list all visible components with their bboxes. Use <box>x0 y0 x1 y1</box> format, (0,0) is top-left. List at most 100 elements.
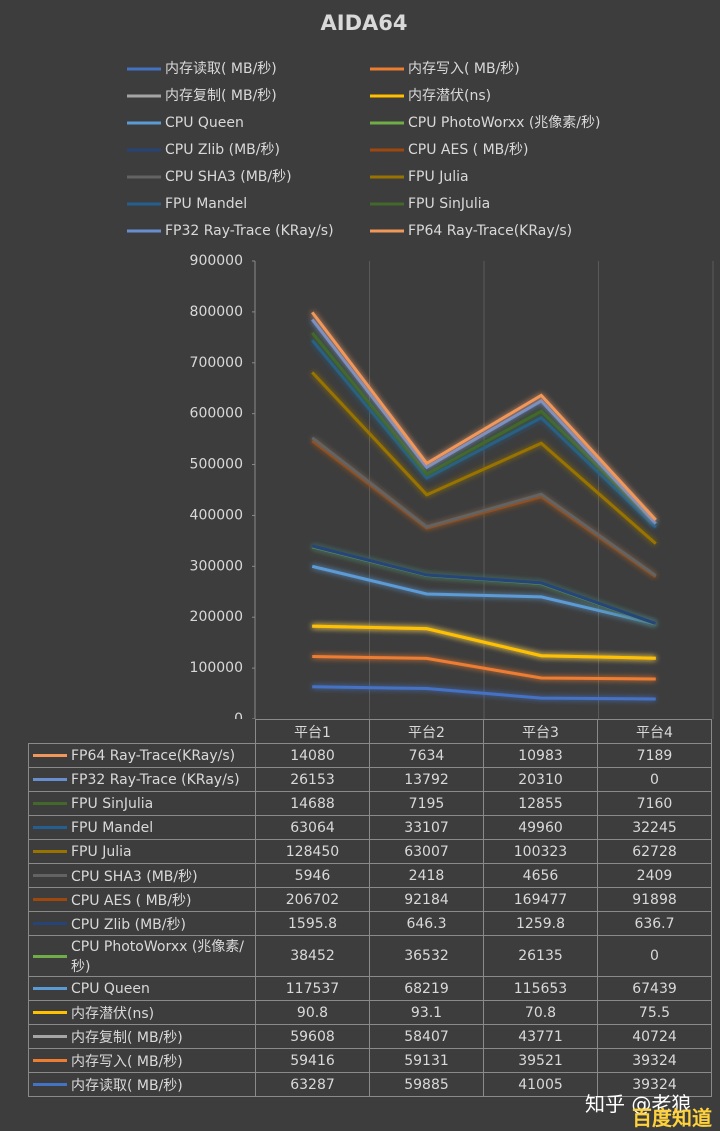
table-value: 0 <box>597 767 712 792</box>
table-value: 117537 <box>255 976 370 1001</box>
table-value: 169477 <box>483 887 598 912</box>
table-value: 39521 <box>483 1048 598 1073</box>
table-value: 128450 <box>255 839 370 864</box>
row-label-cell: CPU SHA3 (MB/秒) <box>28 863 256 888</box>
table-value: 4656 <box>483 863 598 888</box>
table-row: FPU Julia 128450 63007 100323 62728 <box>28 839 712 864</box>
table-value: 1259.8 <box>483 911 598 936</box>
series-line <box>311 339 657 529</box>
row-label-cell: FP64 Ray-Trace(KRay/s) <box>28 743 256 768</box>
legend-label: CPU Zlib (MB/秒) <box>165 142 280 158</box>
row-label: FP32 Ray-Trace (KRay/s) <box>71 771 240 788</box>
row-label-cell: FP32 Ray-Trace (KRay/s) <box>28 767 256 792</box>
row-swatch <box>33 874 67 877</box>
row-label-cell: 内存复制( MB/秒) <box>28 1024 256 1049</box>
table-value: 7189 <box>597 743 712 768</box>
table-value: 115653 <box>483 976 598 1001</box>
table-header-row: 平台1 平台2 平台3 平台4 <box>28 719 712 744</box>
table-row: 内存读取( MB/秒) 63287 59885 41005 39324 <box>28 1072 712 1097</box>
row-swatch <box>33 1011 67 1014</box>
series-line <box>311 318 657 525</box>
row-swatch <box>33 850 67 853</box>
watermark: 知乎 @老狼 <box>585 1092 692 1116</box>
row-swatch <box>33 954 67 958</box>
table-value: 59416 <box>255 1048 370 1073</box>
row-swatch <box>33 778 67 781</box>
row-swatch <box>33 987 67 990</box>
table-value: 100323 <box>483 839 598 864</box>
table-value: 10983 <box>483 743 598 768</box>
series-line <box>312 624 656 660</box>
table-value: 43771 <box>483 1024 598 1049</box>
table-value: 39324 <box>597 1048 712 1073</box>
row-label: CPU Zlib (MB/秒) <box>71 916 186 933</box>
table-value: 12855 <box>483 791 598 816</box>
table-value: 20310 <box>483 767 598 792</box>
y-tick-label: 100000 <box>190 660 243 676</box>
row-label: FP64 Ray-Trace(KRay/s) <box>71 747 236 764</box>
y-tick-label: 800000 <box>190 304 243 320</box>
series-line <box>311 371 657 545</box>
row-label-cell: CPU Zlib (MB/秒) <box>28 911 256 936</box>
table-row: 内存复制( MB/秒) 59608 58407 43771 40724 <box>28 1024 712 1049</box>
table-value: 41005 <box>483 1072 598 1097</box>
legend-label: FPU SinJulia <box>408 196 490 212</box>
table-value: 67439 <box>597 976 712 1001</box>
table-value: 75.5 <box>597 1000 712 1025</box>
series-line <box>312 655 656 681</box>
table-value: 2418 <box>369 863 484 888</box>
table-row: 内存写入( MB/秒) 59416 59131 39521 39324 <box>28 1048 712 1073</box>
row-label: CPU SHA3 (MB/秒) <box>71 868 198 885</box>
table-value: 59885 <box>369 1072 484 1097</box>
table-value: 63064 <box>255 815 370 840</box>
series-line <box>311 331 657 525</box>
y-tick-label: 600000 <box>190 406 243 422</box>
table-value: 39324 <box>597 1072 712 1097</box>
table-row: CPU SHA3 (MB/秒) 5946 2418 4656 2409 <box>28 863 712 888</box>
y-tick-label: 200000 <box>190 609 243 625</box>
y-tick-label: 900000 <box>190 253 243 269</box>
row-swatch <box>33 1035 67 1038</box>
legend-label: CPU PhotoWorxx (兆像素/秒) <box>408 115 600 131</box>
series-line <box>311 544 657 625</box>
table-value: 38452 <box>255 935 370 977</box>
y-tick-label: 300000 <box>190 558 243 574</box>
legend-label: CPU SHA3 (MB/秒) <box>165 169 292 185</box>
table-value: 58407 <box>369 1024 484 1049</box>
table-value: 32245 <box>597 815 712 840</box>
legend-label: 内存复制( MB/秒) <box>165 87 277 104</box>
legend-label: CPU AES ( MB/秒) <box>408 142 528 158</box>
row-label: CPU AES ( MB/秒) <box>71 892 192 909</box>
row-label: 内存潜伏(ns) <box>71 1005 155 1022</box>
table-value: 26153 <box>255 767 370 792</box>
legend-label: FPU Mandel <box>165 196 247 212</box>
table-value: 49960 <box>483 815 598 840</box>
table-value: 0 <box>597 935 712 977</box>
row-label-cell: 内存写入( MB/秒) <box>28 1048 256 1073</box>
legend-label: 内存潜伏(ns) <box>408 88 491 104</box>
table-value: 63287 <box>255 1072 370 1097</box>
row-label: FPU Julia <box>71 843 132 860</box>
watermark: 百度知道 <box>632 1106 712 1130</box>
table-value: 62728 <box>597 839 712 864</box>
table-value: 91898 <box>597 887 712 912</box>
table-row: CPU Queen 117537 68219 115653 67439 <box>28 976 712 1001</box>
table-row: FP32 Ray-Trace (KRay/s) 26153 13792 20310 0 <box>28 767 712 792</box>
chart: AIDA64 内存读取( MB/秒) 内存写入( MB/秒) 内存复制( MB/秒)… <box>127 11 714 727</box>
table-row: FPU SinJulia 14688 7195 12855 7160 <box>28 791 712 816</box>
table-value: 206702 <box>255 887 370 912</box>
table-row: FP64 Ray-Trace(KRay/s) 14080 7634 10983 7189 <box>28 743 712 768</box>
row-label: CPU Queen <box>71 980 150 997</box>
y-tick-label: 400000 <box>190 507 243 523</box>
table-row: CPU PhotoWorxx (兆像素/秒) 38452 36532 26135 0 <box>28 935 712 977</box>
table-value: 90.8 <box>255 1000 370 1025</box>
legend-label: 内存读取( MB/秒) <box>165 60 277 77</box>
legend-label: FPU Julia <box>408 169 469 185</box>
series-line <box>311 311 657 521</box>
row-label-cell: CPU Queen <box>28 976 256 1001</box>
series-line <box>311 436 657 577</box>
row-label-cell: CPU PhotoWorxx (兆像素/秒) <box>28 935 256 977</box>
y-tick-label: 0 <box>234 711 243 719</box>
table-corner <box>28 719 256 744</box>
